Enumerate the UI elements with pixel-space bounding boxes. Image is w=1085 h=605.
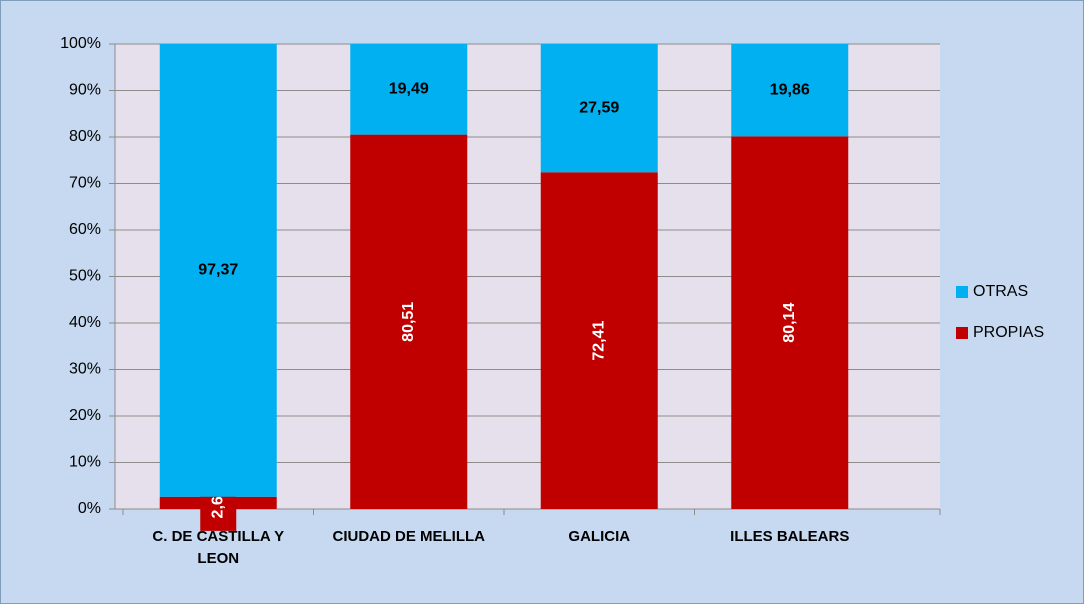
- legend-swatch: [956, 286, 968, 298]
- y-tick-label: 70%: [69, 175, 101, 192]
- y-tick-label: 90%: [69, 82, 101, 99]
- x-tick-label: GALICIA: [568, 528, 631, 545]
- x-tick-label: ILLES BALEARS: [730, 528, 850, 545]
- data-label: 19,49: [389, 81, 429, 98]
- legend-label: PROPIAS: [973, 324, 1044, 341]
- y-tick-label: 50%: [69, 268, 101, 285]
- bar-segment: [159, 44, 277, 497]
- y-tick-label: 10%: [69, 454, 101, 471]
- data-label: 27,59: [579, 99, 619, 116]
- bar-segment: [731, 136, 849, 509]
- y-tick-label: 60%: [69, 221, 101, 238]
- bar-segment: [540, 44, 658, 173]
- x-tick-label: C. DE CASTILLA Y LEON: [152, 528, 285, 567]
- data-label: 80,14: [781, 303, 798, 343]
- bar-segment: [731, 44, 849, 137]
- x-tick-label: CIUDAD DE MELILLA: [332, 528, 486, 545]
- data-label: 97,37: [198, 262, 238, 279]
- legend-label: OTRAS: [973, 283, 1028, 300]
- y-tick-label: 0%: [78, 500, 101, 517]
- y-tick-label: 100%: [60, 35, 101, 52]
- y-tick-label: 80%: [69, 128, 101, 145]
- bar-segment: [350, 44, 468, 135]
- y-tick-label: 20%: [69, 407, 101, 424]
- data-label: 19,86: [770, 81, 810, 98]
- legend-swatch: [956, 327, 968, 339]
- y-tick-label: 40%: [69, 314, 101, 331]
- data-label-group: 80,14: [781, 303, 798, 343]
- data-label: 72,41: [590, 321, 607, 361]
- data-label-group: 72,41: [590, 321, 607, 361]
- data-label: 80,51: [400, 302, 417, 342]
- bar-segment: [350, 134, 468, 510]
- y-tick-label: 30%: [69, 361, 101, 378]
- data-label-group: 80,51: [400, 302, 417, 342]
- bar-segment: [540, 172, 658, 509]
